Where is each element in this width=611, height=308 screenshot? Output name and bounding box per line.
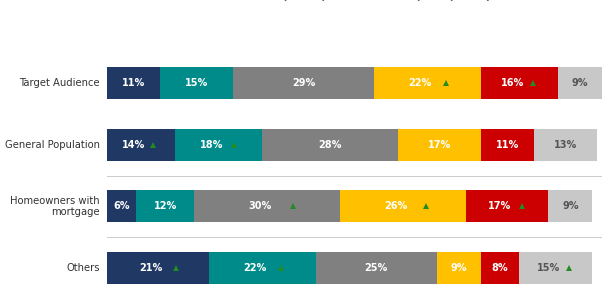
Text: 16%: 16% xyxy=(500,78,524,88)
Bar xyxy=(233,67,374,99)
Bar xyxy=(340,190,466,222)
Bar xyxy=(466,190,549,222)
Text: 15%: 15% xyxy=(537,263,560,273)
Text: 26%: 26% xyxy=(384,201,408,211)
Bar xyxy=(374,67,480,99)
Bar xyxy=(107,190,136,222)
Bar xyxy=(262,129,398,161)
Bar xyxy=(519,252,592,284)
Text: 14%: 14% xyxy=(122,140,145,150)
Legend: Almost certainly, Likely, Possible, Unlikely, Very unlikely, (DK/NS): Almost certainly, Likely, Possible, Unli… xyxy=(207,0,542,4)
Text: 15%: 15% xyxy=(185,78,208,88)
Text: 22%: 22% xyxy=(408,78,431,88)
Bar xyxy=(194,190,340,222)
Text: 9%: 9% xyxy=(450,263,467,273)
Bar xyxy=(558,67,602,99)
Text: 22%: 22% xyxy=(243,263,266,273)
Bar xyxy=(107,67,160,99)
Bar xyxy=(136,190,194,222)
Bar xyxy=(480,129,534,161)
Text: 21%: 21% xyxy=(139,263,162,273)
Bar xyxy=(480,67,558,99)
Text: 17%: 17% xyxy=(488,201,511,211)
Text: 13%: 13% xyxy=(554,140,577,150)
Text: 29%: 29% xyxy=(292,78,315,88)
Bar xyxy=(107,252,209,284)
Text: 25%: 25% xyxy=(365,263,388,273)
Bar xyxy=(549,190,592,222)
Bar xyxy=(209,252,315,284)
Bar xyxy=(480,252,519,284)
Bar xyxy=(160,67,233,99)
Bar xyxy=(398,129,480,161)
Text: 28%: 28% xyxy=(318,140,342,150)
Bar xyxy=(534,129,597,161)
Text: 6%: 6% xyxy=(113,201,130,211)
Text: 9%: 9% xyxy=(562,201,579,211)
Text: 18%: 18% xyxy=(200,140,223,150)
Text: 30%: 30% xyxy=(248,201,271,211)
Text: 12%: 12% xyxy=(153,201,177,211)
Text: 8%: 8% xyxy=(492,263,508,273)
Bar xyxy=(315,252,437,284)
Text: 11%: 11% xyxy=(496,140,519,150)
Bar xyxy=(175,129,262,161)
Bar xyxy=(107,129,175,161)
Text: 11%: 11% xyxy=(122,78,145,88)
Bar xyxy=(437,252,480,284)
Text: 9%: 9% xyxy=(572,78,588,88)
Text: 17%: 17% xyxy=(428,140,451,150)
